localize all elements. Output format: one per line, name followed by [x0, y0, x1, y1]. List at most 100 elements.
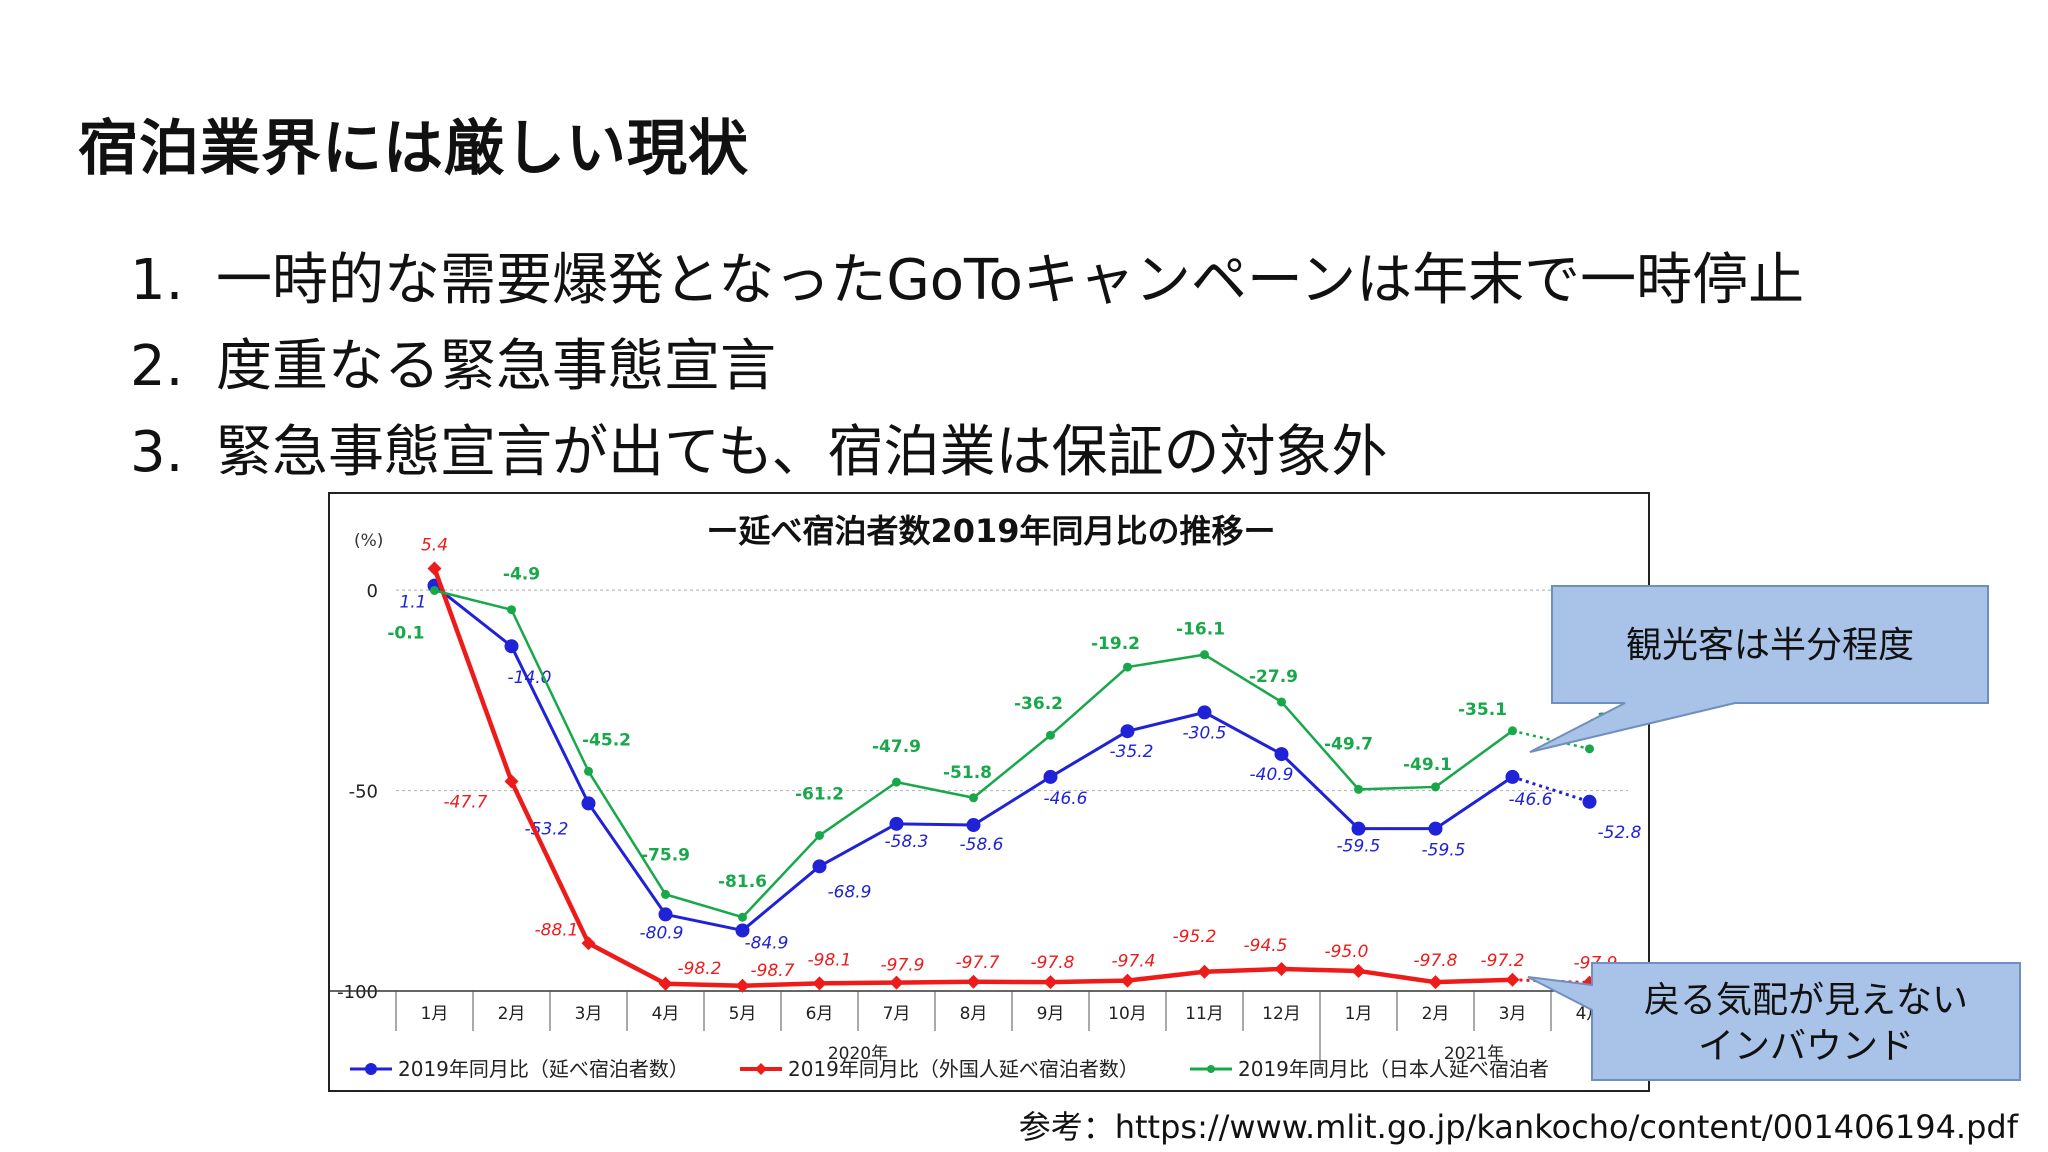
data-label: -98.1 — [808, 950, 852, 970]
legend-label: 2019年同月比（延べ宿泊者数） — [398, 1057, 689, 1081]
data-label: -47.9 — [872, 737, 921, 757]
data-label: -19.2 — [1091, 634, 1140, 654]
x-tick-label: 2月 — [1422, 1004, 1450, 1024]
data-point — [658, 907, 673, 922]
year-group-label: 2020年 — [828, 1044, 888, 1064]
data-point — [1505, 972, 1520, 987]
data-point — [889, 816, 904, 831]
data-label: -97.4 — [1112, 952, 1156, 972]
data-label: -45.2 — [582, 730, 631, 750]
data-point — [969, 793, 978, 803]
data-label: -46.6 — [1044, 789, 1088, 809]
x-tick-label: 3月 — [575, 1004, 603, 1024]
bullet-text: 緊急事態宣言が出ても、宿泊業は保証の対象外 — [216, 420, 1388, 485]
data-point — [1274, 747, 1289, 762]
data-label: 1.1 — [399, 593, 426, 613]
x-tick-label: 12月 — [1262, 1004, 1301, 1024]
data-label: -3 — [1590, 710, 1609, 730]
data-point — [1582, 975, 1597, 990]
data-label: -97.8 — [1414, 951, 1458, 971]
data-label: -97.9 — [1574, 954, 1618, 974]
data-label: -58.6 — [960, 835, 1004, 855]
data-point — [1200, 650, 1209, 660]
data-label: -94.5 — [1244, 936, 1288, 956]
data-label: -61.2 — [795, 784, 844, 804]
data-label: -0.1 — [387, 623, 424, 643]
data-point — [661, 889, 670, 899]
data-label: -49.7 — [1324, 734, 1373, 754]
data-label: -59.5 — [1422, 841, 1466, 861]
chart-frame: ー延べ宿泊者数2019年同月比の推移ー (%) 0 -50 -100 1月 2月 3月 4月 5月… — [328, 492, 1650, 1092]
x-tick-label: 6月 — [806, 1004, 834, 1024]
data-label: -40.9 — [1250, 765, 1294, 785]
bullet-text: 一時的な需要爆発となったGoToキャンペーンは年末で一時停止 — [216, 248, 1805, 313]
data-point — [1585, 744, 1594, 754]
data-point — [1120, 724, 1135, 739]
legend-marker — [755, 1063, 767, 1075]
data-point — [1043, 975, 1058, 990]
y-tick-label: -50 — [349, 782, 378, 803]
legend-label: 2019年同月比（外国人延べ宿泊者数） — [788, 1057, 1139, 1081]
data-point — [658, 976, 673, 991]
data-label: -95.0 — [1325, 942, 1369, 962]
data-label: -16.1 — [1176, 620, 1225, 640]
bullet-list: 1. 一時的な需要爆発となったGoToキャンペーンは年末で一時停止 2. 度重な… — [130, 238, 1804, 496]
data-label: -97.2 — [1481, 951, 1525, 971]
legend-marker — [1207, 1065, 1215, 1073]
bullet-text: 度重なる緊急事態宣言 — [216, 334, 776, 399]
callout-tourists-text: 観光客は半分程度 — [1626, 625, 1914, 666]
data-point — [815, 830, 824, 840]
data-label: -4.9 — [503, 565, 540, 585]
data-point — [504, 639, 519, 654]
data-label: -52.8 — [1598, 823, 1642, 843]
callout-inbound-line1: 戻る気配が見えない — [1644, 980, 1968, 1021]
data-label: -36.2 — [1014, 694, 1063, 714]
data-label: -35.2 — [1110, 742, 1154, 762]
series-line-preliminary — [1512, 729, 1590, 751]
data-point — [1197, 705, 1212, 720]
data-point — [581, 796, 596, 811]
data-label: -35.1 — [1458, 700, 1507, 720]
data-label: -88.1 — [535, 920, 579, 940]
data-point — [966, 974, 981, 989]
year-group-label: 2021年 — [1444, 1044, 1504, 1064]
x-tick-label: 9月 — [1037, 1004, 1065, 1024]
x-tick-label: 2月 — [498, 1004, 526, 1024]
data-point — [430, 585, 439, 595]
data-label: -97.9 — [881, 956, 925, 976]
data-point — [1197, 964, 1212, 979]
data-point — [735, 978, 750, 993]
data-label: -58.3 — [885, 832, 929, 852]
data-label: -80.9 — [640, 923, 684, 943]
callout-inbound-line2: インバウンド — [1698, 1026, 1914, 1067]
data-point — [892, 777, 901, 787]
data-point — [1351, 963, 1366, 978]
data-label: -51.8 — [943, 763, 992, 783]
x-tick-label: 7月 — [883, 1004, 911, 1024]
y-tick-label: 0 — [367, 581, 378, 602]
data-point — [1582, 794, 1597, 809]
series-line-preliminary — [1512, 978, 1590, 985]
x-tick-label: 1月 — [1345, 1004, 1373, 1024]
bullet-item: 1. 一時的な需要爆発となったGoToキャンペーンは年末で一時停止 — [130, 238, 1804, 324]
y-axis-unit: (%) — [354, 531, 383, 551]
bullet-number: 2. — [130, 334, 184, 399]
data-point — [889, 975, 904, 990]
data-point — [1043, 769, 1058, 784]
data-point — [966, 818, 981, 833]
data-point — [812, 976, 827, 991]
data-point — [1505, 769, 1520, 784]
data-point — [1354, 784, 1363, 794]
data-label: 5.4 — [421, 535, 448, 555]
y-tick-label: -100 — [337, 982, 378, 1003]
data-point — [427, 561, 442, 576]
chart-title: ー延べ宿泊者数2019年同月比の推移ー — [706, 512, 1275, 550]
data-point — [738, 912, 747, 922]
data-label: -30.5 — [1183, 723, 1227, 743]
reference-link[interactable]: 参考：https://www.mlit.go.jp/kankocho/conte… — [1018, 1108, 2018, 1146]
bullet-number: 1. — [130, 248, 184, 313]
chart-svg: ー延べ宿泊者数2019年同月比の推移ー (%) 0 -50 -100 1月 2月 3月 4月 5月… — [330, 512, 1642, 1081]
data-point — [507, 605, 516, 615]
legend-label: 2019年同月比（日本人延べ宿泊者 — [1238, 1057, 1549, 1081]
x-tick-label: 4月 — [1576, 1004, 1604, 1024]
